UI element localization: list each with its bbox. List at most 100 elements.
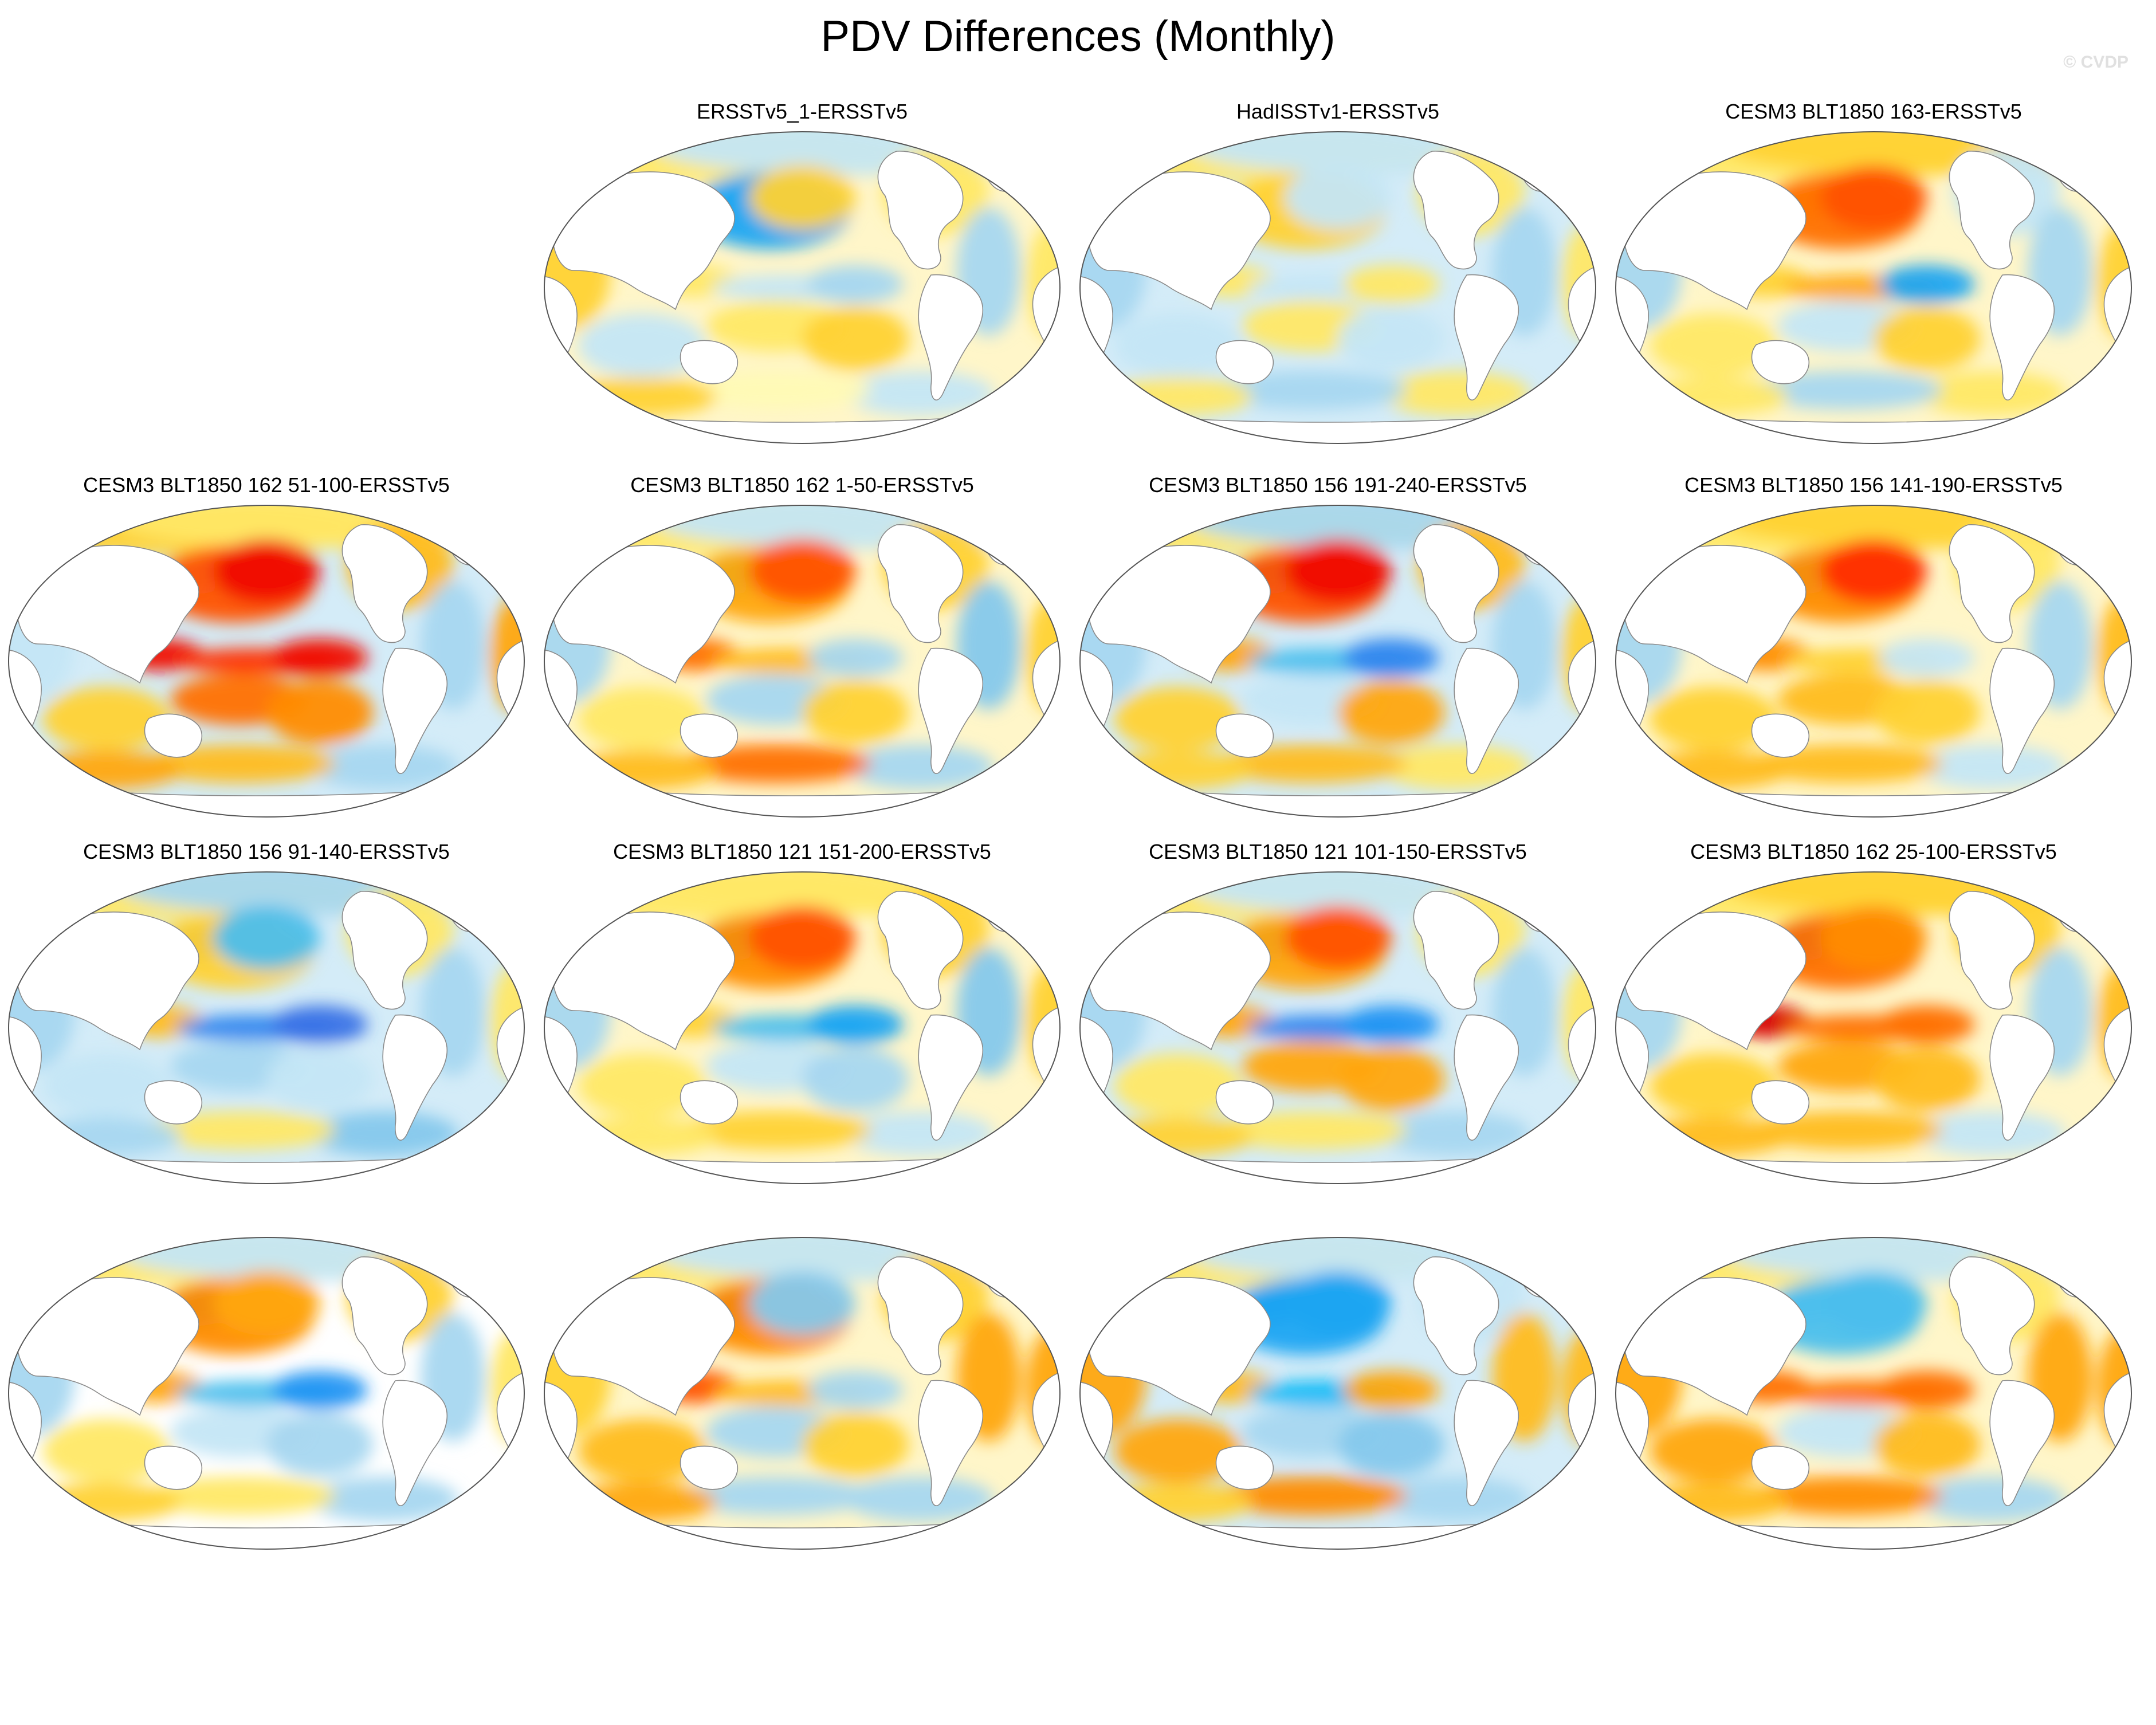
colorbar-swatch — [1522, 1601, 1572, 1633]
robinson-map — [0, 867, 533, 1188]
map-panel: CESM3 BLT1850 156 91-140-ERSSTv5 — [0, 840, 533, 1184]
anomaly-region — [1874, 307, 1980, 371]
map-panel: CESM3 BLT1850 162 1-50-ERSSTv5 — [536, 473, 1069, 817]
anomaly-region — [1338, 1047, 1444, 1111]
map-panel: CESM2 piControl B-ERSSTv5 — [1071, 1205, 1604, 1549]
panel-title: CESM3 BLT1850 156 91-140-ERSSTv5 — [0, 840, 533, 864]
map-panel: CESM3 BLT1850 156 191-240-ERSSTv5 — [1071, 473, 1604, 817]
panel-title: CESM2 piControl B-ERSSTv5 — [1071, 1205, 1604, 1229]
anomaly-region — [1343, 1005, 1439, 1044]
anomaly-region — [807, 265, 903, 304]
anomaly-region — [1874, 1413, 1980, 1477]
map-panel: CESM3 BLT1850 162 51-100-ERSSTv5 — [0, 473, 533, 817]
map-panel: CESM2 piControl C-ERSSTv5 — [536, 1205, 1069, 1549]
anomaly-region — [749, 166, 855, 230]
robinson-map — [1607, 501, 2140, 822]
anomaly-region — [1820, 906, 1927, 970]
anomaly-region — [749, 539, 855, 603]
anomaly-region — [1338, 1413, 1444, 1477]
map-panel: CESM3 BLT1850 156 80-240-ERSSTv5 — [0, 1205, 533, 1549]
colorbar-swatch — [1275, 1601, 1325, 1633]
colorbar-swatch — [1473, 1601, 1523, 1633]
anomaly-region — [1343, 265, 1439, 304]
colorbar-swatch — [1423, 1601, 1473, 1633]
robinson-map — [1607, 1233, 2140, 1554]
anomaly-region — [1820, 166, 1927, 230]
anomaly-region — [807, 639, 903, 677]
panel-title: CESM3 BLT1850 162 25-100-ERSSTv5 — [1607, 840, 2140, 864]
colorbar-swatch — [1226, 1601, 1275, 1633]
anomaly-region — [1879, 265, 1974, 304]
anomaly-region — [272, 1371, 367, 1409]
map-panel: CESM3 BLT1850 156 141-190-ERSSTv5 — [1607, 473, 2140, 817]
robinson-map — [1607, 867, 2140, 1188]
robinson-map — [1071, 867, 1604, 1188]
anomaly-region — [1285, 539, 1391, 603]
colorbar-swatch — [434, 1601, 484, 1633]
map-panel: HadISSTv1-ERSSTv5 — [1071, 100, 1604, 443]
panel-title: ERSSTv5_1-ERSSTv5 — [536, 100, 1069, 124]
colorbar-swatch — [1621, 1601, 1671, 1633]
map-panel: CESM2 piControl A-ERSSTv5 — [1607, 1205, 2140, 1549]
map-panel: CESM3 BLT1850 163-ERSSTv5 — [1607, 100, 2140, 443]
colorbar-swatch — [979, 1601, 1028, 1633]
robinson-map — [1607, 127, 2140, 448]
colorbar-swatch — [1077, 1601, 1127, 1633]
panel-title: CESM3 BLT1850 121 101-150-ERSSTv5 — [1071, 840, 1604, 864]
colorbar-swatch — [682, 1601, 732, 1633]
map-panel: CESM3 BLT1850 121 151-200-ERSSTv5 — [536, 840, 1069, 1184]
robinson-map — [1071, 1233, 1604, 1554]
anomaly-region — [272, 639, 367, 677]
colorbar-swatch — [1720, 1601, 1770, 1633]
anomaly-region — [266, 1413, 373, 1477]
robinson-map — [536, 127, 1069, 448]
panel-title: CESM2 piControl C-ERSSTv5 — [536, 1205, 1069, 1229]
panel-title: CESM3 BLT1850 156 80-240-ERSSTv5 — [0, 1205, 533, 1229]
robinson-map — [0, 501, 533, 822]
robinson-map — [536, 501, 1069, 822]
robinson-map — [1071, 127, 1604, 448]
panel-title: CESM3 BLT1850 156 191-240-ERSSTv5 — [1071, 473, 1604, 497]
anomaly-region — [1874, 681, 1980, 745]
robinson-map — [0, 1233, 533, 1554]
panel-title: CESM2 piControl A-ERSSTv5 — [1607, 1205, 2140, 1229]
anomaly-region — [807, 1005, 903, 1044]
anomaly-region — [1343, 639, 1439, 677]
map-panel: CESM3 BLT1850 121 101-150-ERSSTv5 — [1071, 840, 1604, 1184]
anomaly-region — [1285, 1271, 1391, 1335]
robinson-map — [1071, 501, 1604, 822]
anomaly-region — [272, 1005, 367, 1044]
anomaly-region — [1338, 307, 1444, 371]
anomaly-region — [1874, 1047, 1980, 1111]
anomaly-region — [749, 1271, 855, 1335]
anomaly-region — [266, 681, 373, 745]
anomaly-region — [749, 906, 855, 970]
anomaly-region — [1879, 1371, 1974, 1409]
colorbar-swatch — [1325, 1601, 1375, 1633]
map-panel: CESM3 BLT1850 162 25-100-ERSSTv5 — [1607, 840, 2140, 1184]
anomaly-region — [1338, 681, 1444, 745]
anomaly-region — [1285, 906, 1391, 970]
anomaly-region — [1820, 539, 1927, 603]
map-panel: ERSSTv5_1-ERSSTv5 — [536, 100, 1069, 443]
anomaly-region — [213, 539, 320, 603]
anomaly-region — [1343, 1371, 1439, 1409]
colorbar-swatch — [1127, 1601, 1177, 1633]
colorbar-swatch — [731, 1601, 781, 1633]
anomaly-region — [802, 1047, 909, 1111]
anomaly-region — [807, 1371, 903, 1409]
colorbar-swatch — [533, 1601, 583, 1633]
colorbar-unit: C — [0, 1665, 2156, 1702]
colorbar-swatch — [633, 1601, 682, 1633]
robinson-map — [536, 1233, 1069, 1554]
panel-title: CESM3 BLT1850 162 1-50-ERSSTv5 — [536, 473, 1069, 497]
anomaly-region — [802, 307, 909, 371]
anomaly-region — [802, 1413, 909, 1477]
robinson-map — [536, 867, 1069, 1188]
panel-title: CESM3 BLT1850 156 141-190-ERSSTv5 — [1607, 473, 2140, 497]
panel-title: CESM3 BLT1850 121 151-200-ERSSTv5 — [536, 840, 1069, 864]
anomaly-region — [213, 906, 320, 970]
cvdp-watermark: © CVDP — [2063, 53, 2128, 72]
anomaly-region — [1285, 166, 1391, 230]
colorbar-swatch — [1374, 1601, 1424, 1633]
